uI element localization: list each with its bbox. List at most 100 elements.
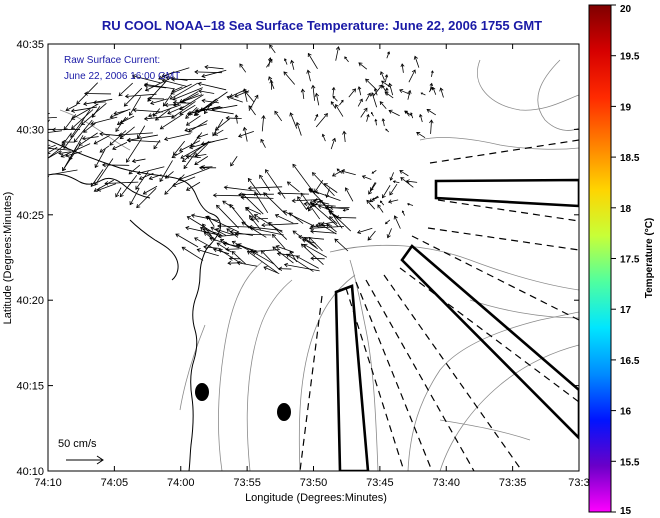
current-arrow xyxy=(237,243,259,254)
current-arrow xyxy=(247,177,262,196)
current-arrow xyxy=(132,107,163,113)
current-arrow xyxy=(289,112,298,129)
current-arrow xyxy=(328,210,342,220)
current-arrow xyxy=(439,87,444,98)
current-arrow xyxy=(317,204,333,211)
current-arrow xyxy=(126,138,142,163)
current-arrow xyxy=(213,129,224,136)
current-arrow xyxy=(248,224,283,231)
current-arrow xyxy=(365,78,378,91)
current-arrow xyxy=(144,76,174,92)
colorbar-tick-label: 19.5 xyxy=(620,52,640,63)
current-arrow xyxy=(430,70,434,77)
current-arrow xyxy=(331,169,345,177)
current-vectors xyxy=(48,44,444,275)
current-arrow xyxy=(197,81,227,91)
x-tick-label: 73:3 xyxy=(568,477,589,489)
current-arrow xyxy=(311,84,316,101)
current-arrow xyxy=(420,92,426,96)
current-arrow xyxy=(215,227,234,236)
current-arrow xyxy=(63,122,84,149)
current-arrow xyxy=(104,181,139,186)
current-arrow xyxy=(300,192,321,220)
current-arrow xyxy=(407,89,412,100)
current-arrow xyxy=(386,228,392,239)
current-arrow xyxy=(311,172,335,197)
scale-label: 50 cm/s xyxy=(58,438,97,450)
station-marker xyxy=(277,403,291,421)
current-arrow xyxy=(61,139,75,145)
current-arrow xyxy=(249,216,268,222)
coverage-wedges xyxy=(334,178,579,471)
current-arrow xyxy=(147,96,165,101)
current-arrow xyxy=(297,196,308,211)
current-arrow xyxy=(330,137,337,150)
current-arrow xyxy=(263,266,280,275)
current-arrow xyxy=(227,260,243,266)
current-arrow xyxy=(65,104,78,112)
current-arrow xyxy=(400,177,414,188)
current-arrow xyxy=(389,172,394,181)
current-arrow xyxy=(164,174,185,195)
current-arrow xyxy=(225,115,242,121)
current-arrow xyxy=(201,69,227,79)
current-arrow xyxy=(379,200,385,206)
current-arrow xyxy=(90,116,118,126)
current-arrow xyxy=(269,44,276,54)
current-arrow xyxy=(94,158,114,186)
colorbar-label: Temperature (°C) xyxy=(644,218,655,299)
current-arrow xyxy=(329,216,338,225)
current-arrow xyxy=(401,210,405,216)
current-arrow xyxy=(71,109,94,130)
current-arrow xyxy=(374,118,378,126)
current-arrow xyxy=(245,206,262,215)
current-arrow xyxy=(388,109,400,117)
current-arrow xyxy=(381,185,391,199)
current-arrow xyxy=(309,198,318,204)
current-arrow xyxy=(186,216,219,236)
current-arrow xyxy=(361,175,372,180)
current-arrow xyxy=(320,221,336,226)
bathymetry-contours xyxy=(59,59,579,471)
current-arrow xyxy=(173,93,199,107)
current-arrow xyxy=(269,79,274,90)
current-arrow xyxy=(370,92,378,108)
current-arrow xyxy=(177,167,210,182)
current-arrow xyxy=(226,95,243,103)
current-arrow xyxy=(265,169,286,199)
current-arrow xyxy=(323,183,338,193)
current-arrow xyxy=(231,250,247,265)
current-arrow xyxy=(128,164,141,175)
current-arrow xyxy=(408,69,416,83)
current-arrow xyxy=(142,185,158,195)
current-arrow xyxy=(101,162,130,168)
current-arrow xyxy=(48,169,78,178)
current-arrow xyxy=(113,109,128,116)
current-arrow xyxy=(143,83,167,89)
current-arrow xyxy=(372,84,383,97)
current-arrow xyxy=(308,236,323,252)
current-arrow xyxy=(84,91,112,96)
current-arrow xyxy=(172,176,196,187)
colorbar-tick-label: 19 xyxy=(620,102,632,113)
current-arrow xyxy=(344,56,349,63)
current-arrow xyxy=(357,86,362,96)
current-arrow xyxy=(384,219,391,225)
colorbar-tick-label: 20 xyxy=(620,4,632,15)
current-arrow xyxy=(366,199,376,210)
current-arrow xyxy=(148,174,162,181)
colorbar-tick-label: 18.5 xyxy=(620,153,640,164)
current-arrow xyxy=(92,100,106,105)
current-arrow xyxy=(99,131,124,137)
current-arrow xyxy=(204,64,224,70)
scale-arrow xyxy=(66,455,104,465)
current-arrow xyxy=(178,140,201,152)
current-arrow xyxy=(62,145,78,172)
current-arrow xyxy=(200,226,216,240)
current-arrow xyxy=(301,238,316,244)
current-arrow xyxy=(115,116,127,132)
current-arrow xyxy=(94,148,106,169)
current-arrow xyxy=(137,125,146,139)
current-arrow xyxy=(373,88,378,96)
current-arrow xyxy=(283,71,296,85)
